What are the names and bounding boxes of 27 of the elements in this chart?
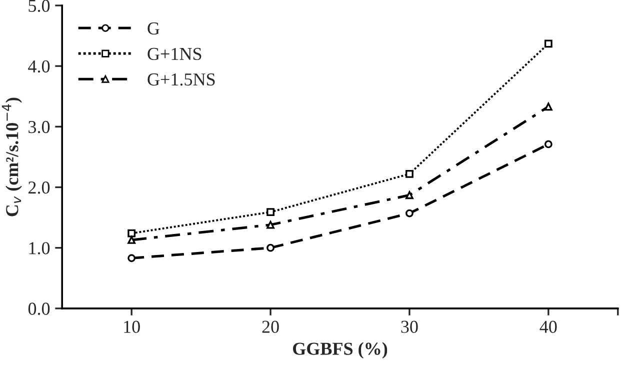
x-axis-title: GGBFS (%): [292, 342, 388, 359]
y-tick-label: 2.0: [28, 182, 50, 194]
point: [128, 229, 136, 238]
point: [266, 244, 274, 252]
legend-label: G+1.5NS: [148, 73, 215, 86]
y-tick-label: 5.0: [28, 0, 50, 12]
y-tick-label: 4.0: [28, 60, 50, 73]
point: [128, 236, 136, 244]
point: [266, 220, 274, 229]
y-tick-label: 1.0: [29, 242, 50, 254]
x-tick-label: 20: [262, 320, 279, 333]
x-tick-label: 10: [124, 320, 140, 333]
point: [544, 102, 552, 111]
y-axis-title: C$_{v}$ (cm²/s.10$^{−4}$): [2, 98, 22, 216]
legend-label: G: [148, 22, 160, 35]
legend-label: G+1NS: [148, 48, 202, 60]
point: [544, 40, 552, 48]
x-tick-label: 30: [401, 320, 418, 333]
y-tick-label: 3.0: [28, 120, 50, 134]
point: [406, 191, 414, 200]
point: [128, 254, 136, 262]
point: [266, 208, 274, 216]
y-tick-label: 0.0: [28, 302, 50, 315]
point: [544, 140, 552, 148]
x-tick-label: 40: [540, 320, 557, 333]
point: [406, 170, 414, 178]
point: [406, 209, 414, 218]
